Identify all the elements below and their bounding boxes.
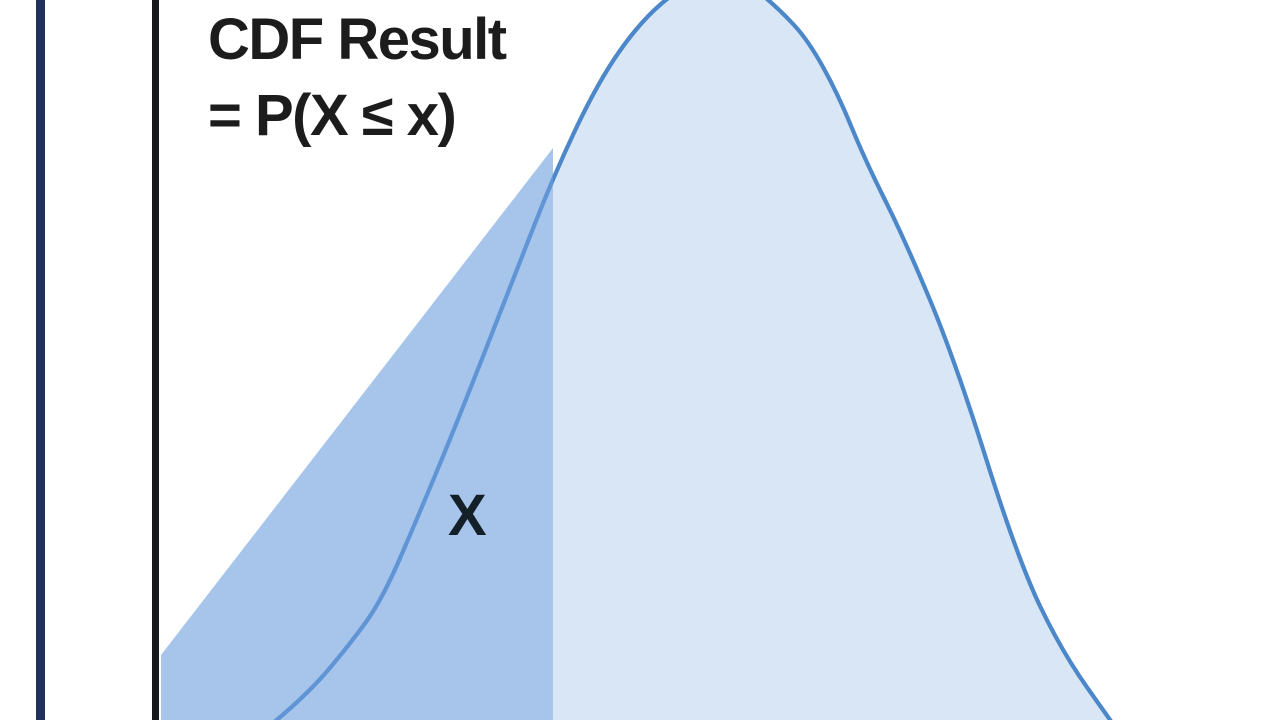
cdf-highlight-triangle	[161, 148, 553, 720]
inner-axis-line	[152, 0, 159, 720]
figure-title: CDF Result = P(X ≤ x)	[208, 2, 507, 154]
figure-title-line1: CDF Result	[208, 7, 507, 72]
figure-title-line2: = P(X ≤ x)	[208, 83, 457, 148]
outer-axis-line	[36, 0, 45, 720]
cdf-area-fill	[553, 0, 1111, 720]
x-value-label: X	[448, 483, 487, 548]
